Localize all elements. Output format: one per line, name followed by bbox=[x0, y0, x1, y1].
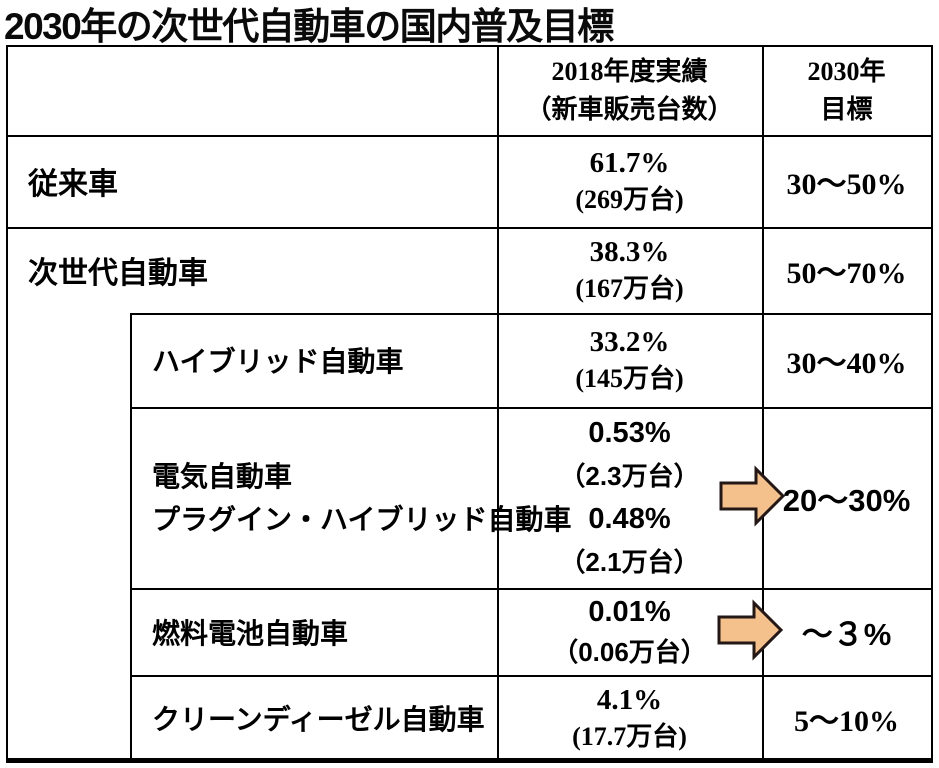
target-nextgen: 50～70% bbox=[786, 257, 907, 290]
row-label-hybrid: ハイブリッド自動車 bbox=[152, 346, 404, 377]
actual-cleandiesel: 4.1% (17.7万台) bbox=[497, 675, 762, 761]
row-label-ev-phv: 電気自動車 プラグイン・ハイブリッド自動車 bbox=[152, 407, 572, 588]
column-header-actual: 2018年度実績 （新車販売台数） bbox=[497, 47, 762, 135]
column-header-actual-line1: 2018年度実績 bbox=[551, 57, 708, 86]
target-fuelcell: ～３% bbox=[801, 617, 892, 652]
actual-units: (145万台) bbox=[575, 364, 684, 393]
actual-hybrid: 33.2% (145万台) bbox=[497, 313, 762, 407]
subtable-border-horizontal bbox=[130, 675, 931, 677]
actual-conventional: 61.7% (269万台) bbox=[497, 135, 762, 227]
subtable-border-horizontal bbox=[130, 313, 931, 315]
actual-units: (269万台) bbox=[575, 185, 684, 214]
actual-units: (167万台) bbox=[575, 274, 684, 303]
actual-pct: 4.1% bbox=[596, 684, 663, 716]
row-label-ev: 電気自動車 bbox=[152, 460, 293, 492]
actual-pct-ev: 0.53% bbox=[588, 416, 671, 449]
actual-nextgen: 38.3% (167万台) bbox=[497, 227, 762, 313]
actual-fuelcell: 0.01% （0.06万台） bbox=[497, 588, 762, 675]
actual-pct: 0.01% bbox=[588, 595, 671, 628]
actual-units-ev: （2.3万台） bbox=[559, 460, 700, 491]
column-header-target: 2030年 目標 bbox=[762, 47, 931, 135]
actual-pct: 61.7% bbox=[589, 147, 670, 179]
subtable-border-vertical bbox=[130, 313, 132, 758]
actual-units: (17.7万台) bbox=[572, 722, 687, 751]
actual-units: （0.06万台） bbox=[552, 636, 707, 667]
subtable-border-horizontal bbox=[130, 588, 931, 590]
column-header-target-line2: 目標 bbox=[820, 95, 873, 124]
actual-pct: 38.3% bbox=[589, 236, 670, 268]
page-title: 2030年の次世代自動車の国内普及目標 bbox=[4, 6, 614, 47]
table-border-vertical bbox=[762, 47, 764, 758]
row-label-cleandiesel: クリーンディーゼル自動車 bbox=[152, 704, 485, 735]
table-border-horizontal bbox=[8, 135, 931, 137]
actual-units-phv: （2.1万台） bbox=[559, 546, 700, 577]
target-hybrid: 30～40% bbox=[786, 347, 907, 380]
table-border-vertical bbox=[497, 47, 499, 758]
actual-pct: 33.2% bbox=[589, 326, 670, 358]
highlight-arrow-icon bbox=[717, 599, 784, 661]
targets-table: 2018年度実績 （新車販売台数） 2030年 目標 従来車 61.7% (26… bbox=[6, 45, 933, 763]
row-label-nextgen: 次世代自動車 bbox=[28, 257, 208, 290]
actual-ev-phv: 0.53% （2.3万台） 0.48% （2.1万台） bbox=[497, 407, 762, 588]
highlight-arrow-icon bbox=[719, 465, 786, 527]
subtable-border-horizontal bbox=[130, 407, 931, 409]
row-label-conventional: 従来車 bbox=[28, 168, 118, 201]
target-ev-phv: 20～30% bbox=[782, 483, 911, 518]
row-label-phv: プラグイン・ハイブリッド自動車 bbox=[152, 503, 572, 535]
target-conventional: 30～50% bbox=[786, 168, 907, 201]
column-header-actual-line2: （新車販売台数） bbox=[525, 95, 734, 124]
target-cleandiesel: 5～10% bbox=[794, 705, 899, 738]
column-header-target-line1: 2030年 bbox=[807, 57, 886, 86]
table-border-horizontal bbox=[8, 227, 931, 229]
actual-pct-phv: 0.48% bbox=[588, 502, 671, 535]
row-label-fuelcell: 燃料電池自動車 bbox=[152, 617, 349, 649]
